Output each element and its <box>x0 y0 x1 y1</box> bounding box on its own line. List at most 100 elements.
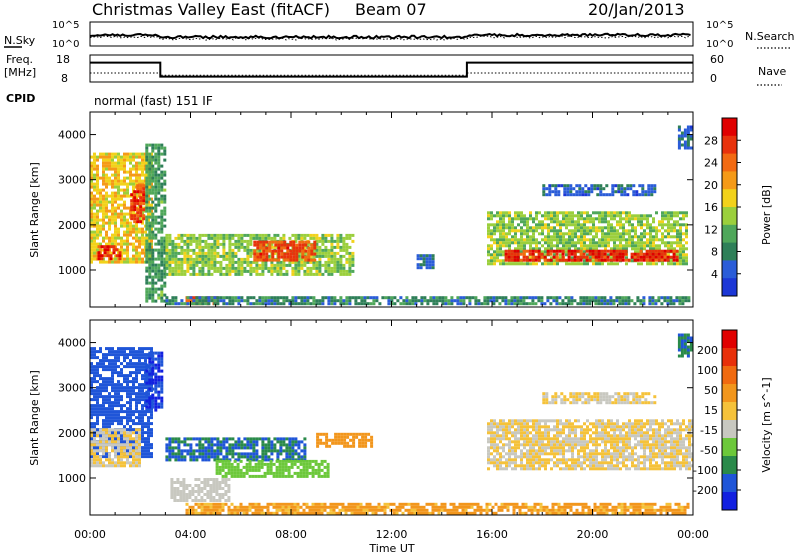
scatter-cell <box>552 296 556 300</box>
scatter-cell <box>204 302 208 306</box>
scatter-cell <box>431 257 435 261</box>
scatter-cell <box>685 247 688 251</box>
scatter-cell <box>266 471 270 475</box>
scatter-cell <box>288 449 292 453</box>
scatter-cell <box>141 398 144 402</box>
scatter-cell <box>321 242 325 246</box>
scatter-cell <box>129 365 132 369</box>
scatter-cell <box>99 383 102 387</box>
scatter-cell <box>99 347 102 351</box>
nsearch-tick-bottom: 10^0 <box>706 39 733 50</box>
scatter-cell <box>252 455 256 459</box>
scatter-cell <box>222 272 226 276</box>
scatter-cell <box>562 220 565 224</box>
scatter-cell <box>670 211 673 215</box>
scatter-cell <box>93 194 96 198</box>
scatter-cell <box>234 296 238 300</box>
scatter-cell <box>141 182 144 186</box>
scatter-cell <box>639 255 643 259</box>
scatter-cell <box>281 471 285 475</box>
scatter-cell <box>135 350 138 354</box>
scatter-cell <box>154 402 158 406</box>
scatter-cell <box>574 247 577 251</box>
scatter-cell <box>581 193 585 197</box>
scatter-cell <box>570 258 574 262</box>
scatter-cell <box>102 440 105 444</box>
scatter-cell <box>325 435 329 439</box>
scatter-cell <box>666 258 670 262</box>
scatter-cell <box>307 246 311 250</box>
scatter-cell <box>102 464 105 468</box>
scatter-cell <box>129 413 132 417</box>
scatter-cell <box>123 155 126 159</box>
scatter-cell <box>594 258 598 262</box>
scatter-cell <box>269 459 273 463</box>
scatter-cell <box>673 223 676 227</box>
scatter-cell <box>577 238 580 242</box>
scatter-cell <box>138 239 141 243</box>
scatter-cell <box>198 239 202 243</box>
scatter-cell <box>145 155 149 159</box>
scatter-cell <box>93 254 96 258</box>
scatter-cell <box>348 260 352 264</box>
scatter-cell <box>597 258 601 262</box>
scatter-cell <box>114 185 117 189</box>
scatter-cell <box>154 275 158 279</box>
scatter-cell <box>610 229 613 233</box>
scatter-cell <box>334 432 338 436</box>
scatter-cell <box>276 263 280 267</box>
scatter-cell <box>315 299 319 303</box>
scatter-cell <box>657 296 661 300</box>
scatter-cell <box>165 236 169 240</box>
scatter-cell <box>163 266 167 270</box>
scatter-cell <box>580 262 583 266</box>
scatter-cell <box>306 296 310 300</box>
scatter-cell <box>192 272 196 276</box>
scatter-cell <box>120 161 123 165</box>
scatter-cell <box>273 299 277 303</box>
scatter-cell <box>148 209 152 213</box>
scatter-cell <box>306 272 310 276</box>
scatter-cell <box>118 251 122 255</box>
scatter-cell <box>180 236 184 240</box>
scatter-cell <box>499 211 502 215</box>
scatter-cell <box>487 229 490 233</box>
scatter-cell <box>639 252 643 256</box>
scatter-cell <box>96 203 99 207</box>
scatter-cell <box>126 413 129 417</box>
scatter-cell <box>583 241 586 245</box>
scatter-cell <box>96 233 99 237</box>
scatter-cell <box>523 223 526 227</box>
scatter-cell <box>151 188 155 192</box>
scatter-cell <box>177 236 181 240</box>
scatter-cell <box>93 458 96 462</box>
scatter-cell <box>111 191 114 195</box>
scatter-cell <box>673 247 676 251</box>
scatter-cell <box>99 428 102 432</box>
scatter-cell <box>686 143 690 147</box>
scatter-cell <box>513 258 517 262</box>
scatter-cell <box>102 176 105 180</box>
scatter-cell <box>653 190 657 194</box>
scatter-cell <box>545 193 549 197</box>
scatter-cell <box>617 190 621 194</box>
scatter-cell <box>333 302 337 306</box>
scatter-cell <box>126 260 129 264</box>
scatter-cell <box>242 471 246 475</box>
scatter-cell <box>607 229 610 233</box>
scatter-cell <box>123 389 126 393</box>
scatter-cell <box>567 258 571 262</box>
scatter-cell <box>276 272 280 276</box>
scatter-cell <box>105 458 108 462</box>
scatter-cell <box>221 474 225 478</box>
scatter-cell <box>339 236 343 240</box>
scatter-cell <box>99 395 102 399</box>
scatter-cell <box>462 299 466 303</box>
scatter-cell <box>105 389 108 393</box>
scatter-cell <box>677 143 681 147</box>
scatter-cell <box>225 266 229 270</box>
scatter-cell <box>549 302 553 306</box>
colorbar-segment <box>722 171 737 190</box>
scatter-cell <box>198 452 202 456</box>
scatter-cell <box>171 269 175 273</box>
